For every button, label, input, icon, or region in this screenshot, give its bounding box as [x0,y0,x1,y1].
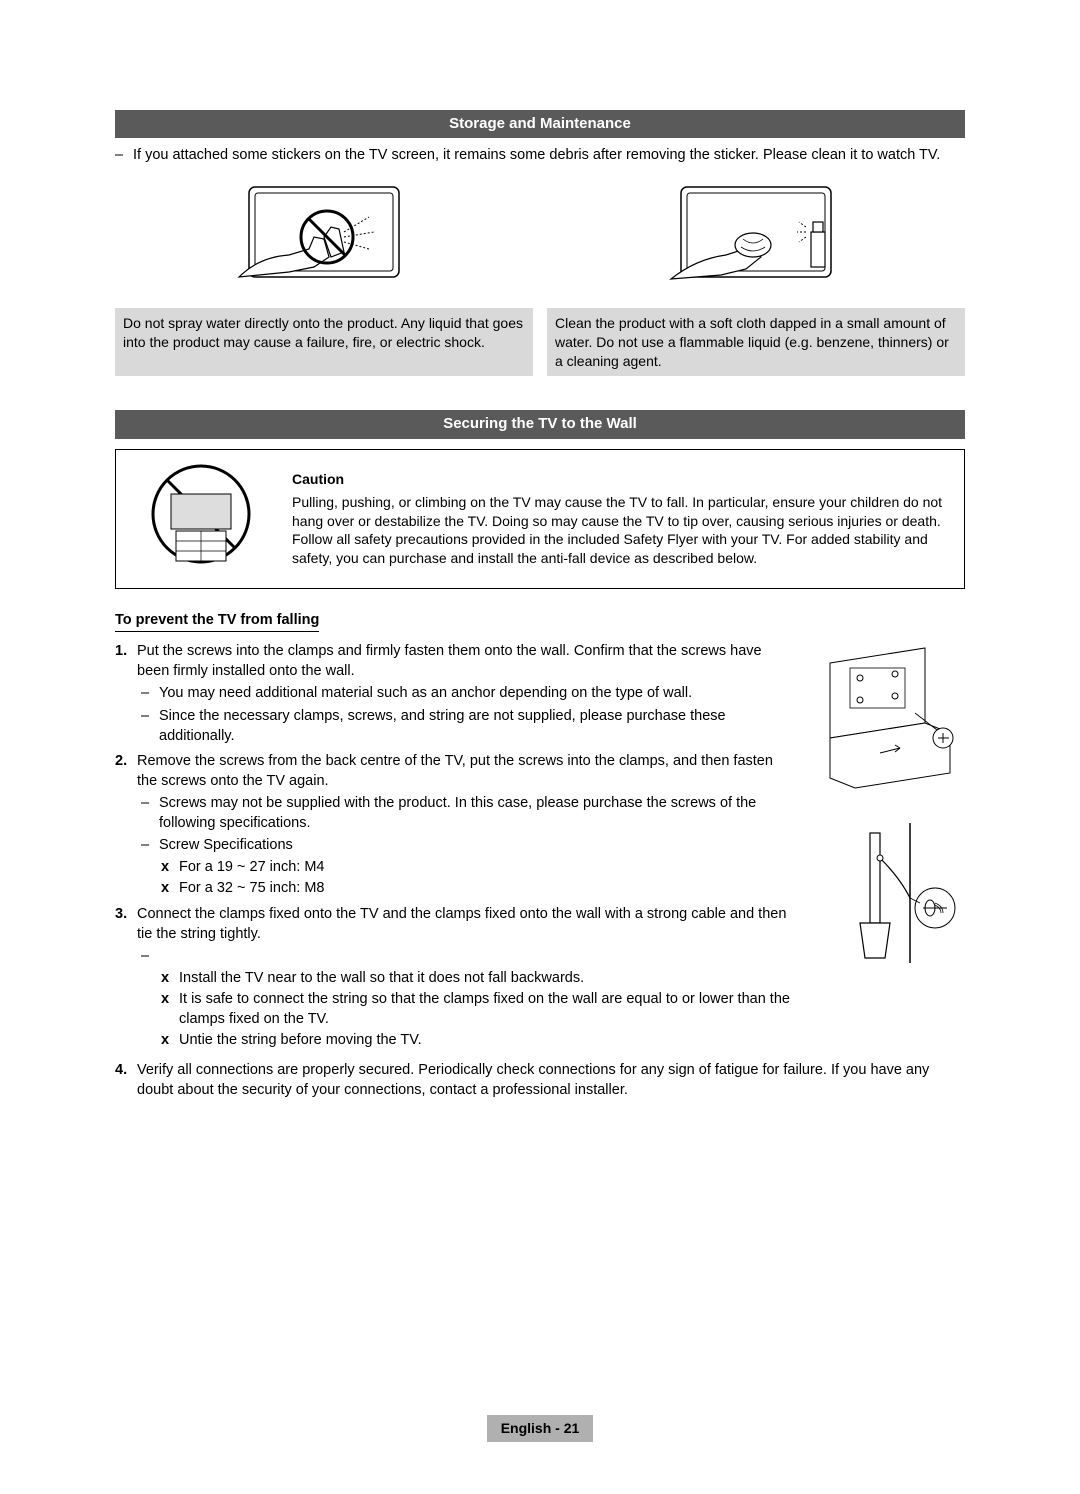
intro-text: If you attached some stickers on the TV … [133,146,965,166]
sub-text: Since the necessary clamps, screws, and … [159,707,797,746]
page-number: English - 21 [487,1415,594,1442]
wall-mount-diagram-2 [815,818,965,968]
steps-list: 1. Put the screws into the clamps and fi… [115,642,797,1051]
step-num: 2. [115,752,137,899]
step-4-row: 4. Verify all connections are properly s… [115,1061,965,1100]
caption-left: Do not spray water directly onto the pro… [115,308,533,377]
x-text: It is safe to connect the string so that… [179,990,797,1029]
step-2: 2. Remove the screws from the back centr… [115,752,797,899]
note-marker [159,947,797,967]
prevent-content: 1. Put the screws into the clamps and fi… [115,638,965,1057]
page-footer: English - 21 [0,1415,1080,1442]
wall-mount-diagram-1 [815,638,965,788]
document-page: Storage and Maintenance – If you attache… [0,0,1080,1494]
step-1: 1. Put the screws into the clamps and fi… [115,642,797,746]
x-text: Install the TV near to the wall so that … [179,969,797,989]
step-num: 1. [115,642,137,746]
caution-heading: Caution [292,470,952,489]
side-illustrations [815,638,965,1057]
illustration-cloth-clean [547,172,965,302]
step-text: Remove the screws from the back centre o… [137,753,773,789]
caption-right: Clean the product with a soft cloth dapp… [547,308,965,377]
intro-note: – If you attached some stickers on the T… [115,146,965,166]
step-text: Verify all connections are properly secu… [137,1062,929,1098]
illustration-no-spray [115,172,533,302]
illustration-row [115,172,965,302]
x-text: For a 32 ~ 75 inch: M8 [179,879,797,899]
prevent-heading: To prevent the TV from falling [115,611,319,633]
caution-text: Caution Pulling, pushing, or climbing on… [286,450,964,588]
step-text: Connect the clamps fixed onto the TV and… [137,906,786,942]
section-title-securing: Securing the TV to the Wall [115,410,965,438]
step-text: Put the screws into the clamps and firml… [137,643,762,679]
sub-text: Screws may not be supplied with the prod… [159,794,797,833]
caution-illustration [116,450,286,588]
sub-text: Screw Specifications [159,836,797,856]
x-text: Untie the string before moving the TV. [179,1031,797,1051]
step-num: 4. [115,1061,137,1100]
sub-text: You may need additional material such as… [159,684,797,704]
section-title-storage: Storage and Maintenance [115,110,965,138]
step-num: 3. [115,905,137,1051]
caption-row: Do not spray water directly onto the pro… [115,308,965,377]
caution-box: Caution Pulling, pushing, or climbing on… [115,449,965,589]
caution-body: Pulling, pushing, or climbing on the TV … [292,493,952,569]
step-4: 4. Verify all connections are properly s… [115,1061,965,1100]
dash-bullet: – [115,146,133,166]
step-3: 3. Connect the clamps fixed onto the TV … [115,905,797,1051]
x-text: For a 19 ~ 27 inch: M4 [179,858,797,878]
